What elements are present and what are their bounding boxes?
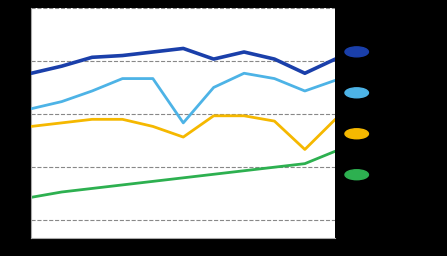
Ellipse shape: [345, 129, 368, 139]
Ellipse shape: [345, 88, 368, 98]
Ellipse shape: [345, 47, 368, 57]
Ellipse shape: [345, 170, 368, 180]
